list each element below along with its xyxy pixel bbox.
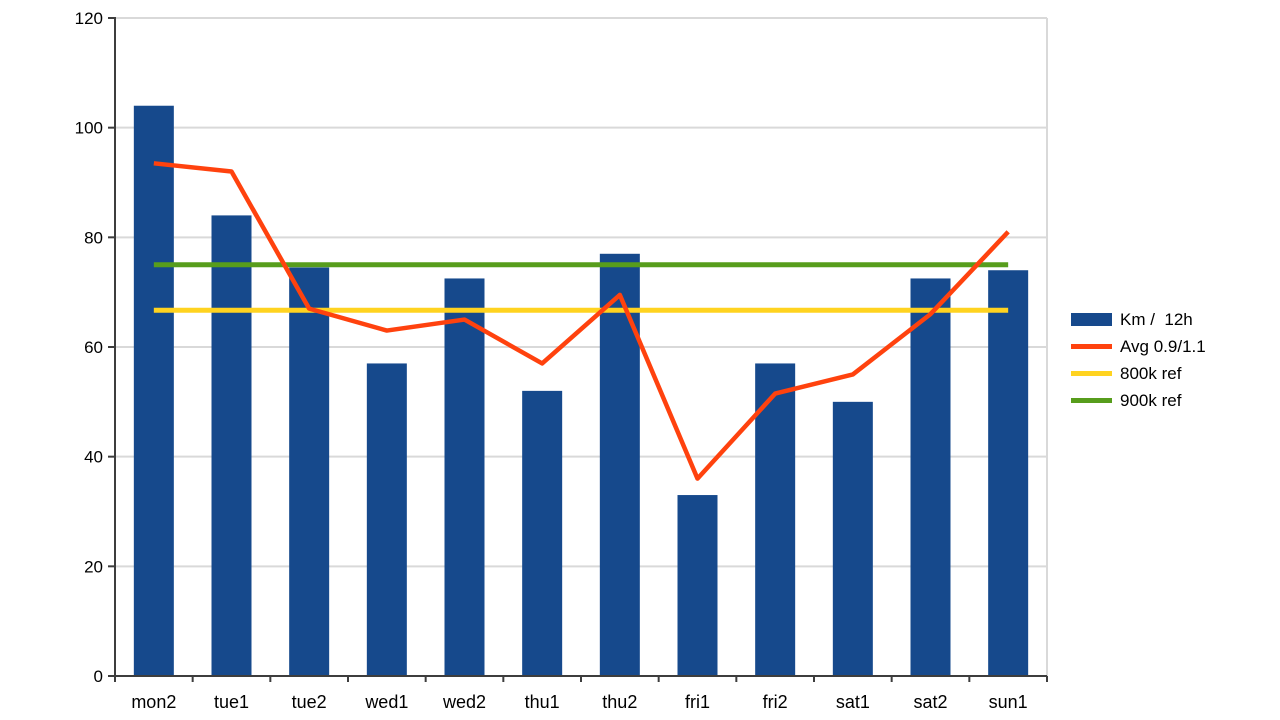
x-axis-label-thu2: thu2 <box>602 692 637 712</box>
x-axis-label-fri1: fri1 <box>685 692 710 712</box>
legend-item-800k-ref: 800k ref <box>1071 360 1206 387</box>
y-axis-label-60: 60 <box>84 338 103 357</box>
y-axis-label-20: 20 <box>84 557 103 576</box>
x-axis-label-tue2: tue2 <box>292 692 327 712</box>
x-axis-label-sat1: sat1 <box>836 692 870 712</box>
x-axis-label-sat2: sat2 <box>913 692 947 712</box>
x-axis-label-wed1: wed1 <box>364 692 408 712</box>
legend-swatch-800k-line-icon <box>1071 371 1112 376</box>
bar-mon2 <box>133 105 174 676</box>
x-axis-label-wed2: wed2 <box>442 692 486 712</box>
legend-item-avg: Avg 0.9/1.1 <box>1071 333 1206 360</box>
legend-label-avg: Avg 0.9/1.1 <box>1120 337 1206 356</box>
legend-swatch-900k-line-icon <box>1071 398 1112 403</box>
x-axis-label-fri2: fri2 <box>763 692 788 712</box>
legend-label-900k: 900k ref <box>1120 391 1182 410</box>
series-line-avg-0-9-1-1 <box>153 161 1010 481</box>
bar-tue1 <box>211 215 252 676</box>
bar-sat2 <box>910 278 951 676</box>
bar-thu2 <box>599 253 640 677</box>
y-axis-label-100: 100 <box>75 119 103 138</box>
legend-swatch-bar-icon <box>1071 313 1112 326</box>
bar-sun1 <box>988 270 1029 676</box>
y-axis-label-40: 40 <box>84 448 103 467</box>
bar-sat1 <box>832 401 873 676</box>
bar-tue2 <box>289 267 330 676</box>
legend-swatch-avg-line-icon <box>1071 344 1112 349</box>
y-axis-label-0: 0 <box>94 667 103 686</box>
y-axis-label-80: 80 <box>84 228 103 247</box>
bar-thu1 <box>522 390 563 676</box>
bar-wed1 <box>366 363 407 676</box>
bar-fri2 <box>755 363 796 676</box>
legend-item-km-12h: Km / 12h <box>1071 306 1206 333</box>
bar-wed2 <box>444 278 485 676</box>
x-axis-label-mon2: mon2 <box>131 692 176 712</box>
x-axis-label-tue1: tue1 <box>214 692 249 712</box>
legend-label-km-12h: Km / 12h <box>1120 310 1193 329</box>
x-axis-label-sun1: sun1 <box>989 692 1028 712</box>
y-axis-label-120: 120 <box>75 9 103 28</box>
legend: Km / 12h Avg 0.9/1.1 800k ref 900k ref <box>1071 306 1206 414</box>
bar-fri1 <box>677 495 718 676</box>
legend-item-900k-ref: 900k ref <box>1071 387 1206 414</box>
x-axis-label-thu1: thu1 <box>525 692 560 712</box>
legend-label-800k: 800k ref <box>1120 364 1182 383</box>
